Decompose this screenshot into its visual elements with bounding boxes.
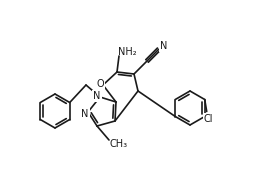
Text: Cl: Cl bbox=[204, 114, 213, 124]
Text: NH₂: NH₂ bbox=[118, 47, 136, 57]
Text: CH₃: CH₃ bbox=[110, 139, 128, 149]
Text: N: N bbox=[81, 109, 89, 119]
Text: N: N bbox=[160, 41, 167, 51]
Text: O: O bbox=[96, 79, 104, 89]
Text: N: N bbox=[93, 91, 101, 101]
